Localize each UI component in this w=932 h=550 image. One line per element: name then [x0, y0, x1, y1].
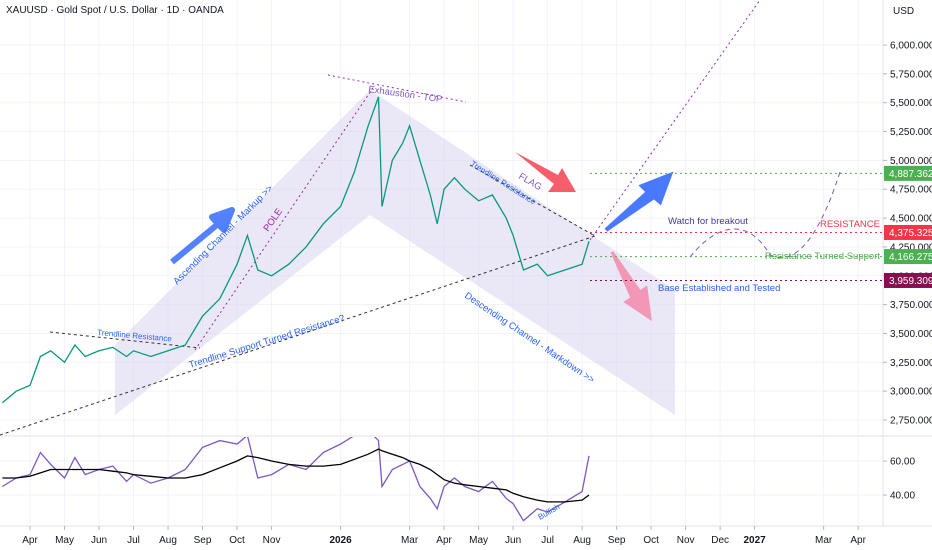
- x-tick-label: Aug: [159, 535, 177, 546]
- arrow: [515, 152, 576, 192]
- y-tick-label: 3,000.000: [890, 387, 932, 398]
- y-tick-label: 5,750.000: [890, 69, 932, 80]
- top-line: [327, 74, 467, 103]
- y-tick-label: 40.00: [890, 491, 915, 502]
- x-tick-label: Oct: [229, 535, 245, 546]
- arrow: [170, 207, 235, 265]
- annotation: Base Established and Tested: [658, 283, 780, 294]
- x-tick-label: Jun: [91, 535, 107, 546]
- price-badge-label: 3,959.309: [889, 276, 932, 287]
- x-tick-label: Dec: [711, 535, 729, 546]
- y-tick-label: 3,250.000: [890, 358, 932, 369]
- x-tick-label: Mar: [401, 535, 419, 546]
- line-series: [1, 96, 590, 404]
- y-tick-label: 4,250.000: [890, 242, 932, 253]
- arrow: [610, 251, 652, 322]
- pole-line: [194, 84, 376, 351]
- projection-path: [689, 171, 841, 259]
- x-tick-label: Nov: [263, 535, 281, 546]
- x-tick-label: Jul: [541, 535, 554, 546]
- price-badge-label: 4,166.275: [889, 252, 932, 263]
- y-tick-label: 4,500.000: [890, 214, 932, 225]
- chart-title: XAUUSD · Gold Spot / U.S. Dollar · 1D · …: [6, 5, 224, 16]
- price-badge: [884, 272, 932, 288]
- x-tick-label: 2027: [744, 535, 767, 546]
- y-tick-label: 3,750.000: [890, 300, 932, 311]
- price-badge: [884, 224, 932, 240]
- annotation: Watch for breakout: [668, 216, 748, 227]
- x-tick-label: May: [469, 535, 488, 546]
- x-tick-label: Aug: [573, 535, 591, 546]
- currency: USD: [893, 6, 914, 17]
- x-tick-label: Mar: [815, 535, 833, 546]
- trendline: [49, 331, 201, 349]
- price-badge: [884, 165, 932, 181]
- y-tick-label: 60.00: [890, 457, 915, 468]
- x-tick-label: Jun: [505, 535, 521, 546]
- x-tick-label: Sep: [194, 535, 212, 546]
- x-tick-label: Sep: [608, 535, 626, 546]
- projection-line: [589, 0, 761, 241]
- x-tick-label: Oct: [643, 535, 659, 546]
- y-tick-label: 2,750.000: [890, 416, 932, 427]
- price-badge-label: 4,375.325: [889, 228, 932, 239]
- y-tick-label: 5,500.000: [890, 98, 932, 109]
- arrow: [604, 171, 674, 232]
- line-series: [2, 437, 590, 522]
- y-tick-label: 3,500.000: [890, 329, 932, 340]
- annotation: RESISTANCE: [820, 219, 880, 230]
- x-tick-label: May: [55, 535, 74, 546]
- x-tick-label: Apr: [22, 535, 38, 546]
- x-tick-label: 2026: [329, 535, 352, 546]
- price-badge: [884, 249, 932, 265]
- x-tick-label: Nov: [677, 535, 695, 546]
- y-tick-label: 5,250.000: [890, 127, 932, 138]
- x-tick-label: Apr: [436, 535, 452, 546]
- y-tick-label: 5,000.000: [890, 156, 932, 167]
- y-tick-label: 4,750.000: [890, 185, 932, 196]
- x-tick-label: Jul: [127, 535, 140, 546]
- descending-channel: [370, 90, 675, 415]
- annotation: Resistance Turned Support: [765, 251, 880, 262]
- ascending-channel: [115, 90, 370, 415]
- trendline: [0, 235, 596, 436]
- price-badge-label: 4,887.362: [889, 169, 932, 180]
- x-tick-label: Apr: [850, 535, 866, 546]
- y-tick-label: 6,000.000: [890, 41, 932, 52]
- line-series: [2, 448, 590, 503]
